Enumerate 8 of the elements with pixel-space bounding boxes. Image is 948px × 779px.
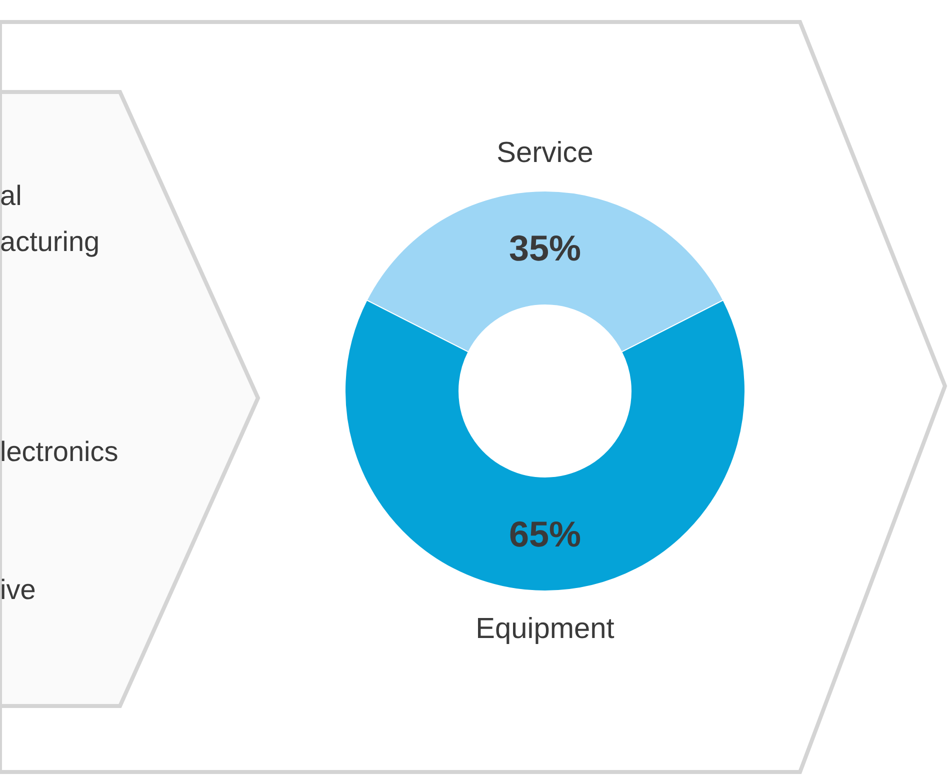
text: lectronics: [0, 436, 118, 468]
text: al: [0, 180, 22, 212]
text: acturing: [0, 226, 100, 258]
slice-label: Service: [496, 137, 594, 169]
data-label: 65%: [508, 514, 582, 554]
text: ive: [0, 574, 36, 606]
data-label: 35%: [508, 228, 582, 268]
slice-label: Equipment: [476, 613, 614, 645]
